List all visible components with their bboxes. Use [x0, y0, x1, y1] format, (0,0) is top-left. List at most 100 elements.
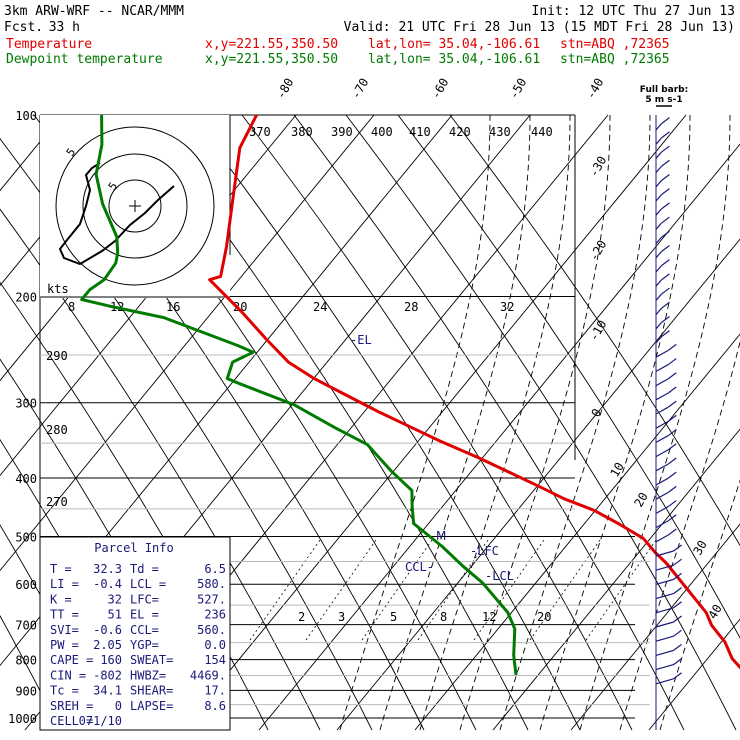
- mixing-ratio-line: [473, 539, 545, 641]
- isotherm-label: -80: [273, 76, 296, 102]
- theta-side-label: 290: [46, 349, 68, 363]
- wind-barb: [655, 658, 682, 671]
- parcel-info-cell: T =: [50, 562, 72, 576]
- mixing-ratio-line: [305, 539, 377, 641]
- parcel-info-cell: SWEAT=: [130, 653, 173, 667]
- parcel-info-panel: Parcel Info T = 32.3 Td = 6.5 LI = -0.4 LCL = 5…: [39, 536, 231, 731]
- wind-barb-key-title: Full barb:: [640, 85, 688, 95]
- hodograph-ring-inner: [108, 179, 162, 233]
- isotherm-label: -70: [348, 76, 371, 102]
- parcel-info-cell: TT =: [50, 608, 79, 622]
- wind-barb: [655, 117, 670, 131]
- isotherm-label: 20: [631, 490, 650, 510]
- mixing-ratio-line: [249, 539, 321, 641]
- parcel-info-cell: 0.0: [204, 638, 226, 652]
- pressure-tick-label: 300: [15, 397, 37, 411]
- pressure-tick-label: 800: [15, 654, 37, 668]
- dry-adiabat: [345, 114, 737, 731]
- parcel-info-cell: LCL =: [130, 577, 166, 591]
- wind-barb: [655, 343, 677, 358]
- wind-barb: [655, 500, 677, 514]
- el-label: -EL: [350, 333, 372, 347]
- isotherm-label: -20: [586, 238, 609, 264]
- pressure-tick-label: 1000: [8, 712, 37, 726]
- mixing-ratio-label: 5: [390, 610, 397, 624]
- wind-barb: [655, 544, 682, 557]
- wind-barbs: [655, 117, 682, 685]
- mixing-ratio-line: [361, 539, 433, 641]
- parcel-info-cell: HWBZ=: [130, 668, 166, 682]
- isotherm-line: [180, 114, 687, 731]
- theta-label: 440: [531, 125, 553, 139]
- isotherm-line: [570, 523, 740, 731]
- parcel-info-cell: 160: [100, 653, 122, 667]
- init-time: Init: 12 UTC Thu 27 Jun 13: [532, 4, 736, 19]
- wind-barb: [655, 273, 670, 287]
- isotherm-label: 10: [607, 460, 626, 480]
- wind-barb: [655, 672, 682, 685]
- hodograph-trace: [58, 162, 175, 266]
- lfc-label: -LFC: [470, 544, 499, 558]
- lcl-label: -LCL: [485, 569, 514, 583]
- isotherm-label: -10: [586, 318, 609, 344]
- wind-barb: [655, 386, 677, 401]
- wind-barb: [655, 572, 682, 585]
- parcel-info-cell: K =: [50, 592, 72, 606]
- dewpoint-xy: x,y=221.55,350.50: [205, 52, 338, 67]
- mixing-ratio-lines: [249, 539, 657, 641]
- mixing-ratio-label: 2: [298, 610, 305, 624]
- wind-barb: [655, 587, 682, 600]
- wind-barb: [655, 188, 670, 202]
- wind-barb: [655, 216, 670, 230]
- wind-barb: [655, 485, 677, 500]
- wind-barb: [655, 558, 682, 571]
- wind-barb: [655, 330, 670, 344]
- wind-barb: [655, 643, 682, 656]
- parcel-marker: M: [436, 529, 446, 543]
- wind-barb: [655, 615, 682, 628]
- parcel-info-cell: 17.: [204, 684, 226, 698]
- isotherm-line: [336, 238, 740, 731]
- hodograph-ring-mid: [82, 153, 188, 259]
- wind-barb: [655, 287, 670, 301]
- wind-barb: [655, 244, 670, 259]
- wind-barb: [655, 457, 677, 472]
- pressure-tick-label: 100: [15, 109, 37, 123]
- mixing-ratio-label: 8: [440, 610, 447, 624]
- theta-label: 400: [371, 125, 393, 139]
- mixing-ratio-line: [529, 539, 601, 641]
- wind-barb: [655, 429, 677, 443]
- wind-barb-key-units: 5 m s-1: [645, 95, 682, 105]
- isotherm-label: -40: [583, 76, 606, 102]
- temperature-trace: [208, 114, 740, 670]
- parcel-info-cell: SVI=: [50, 623, 79, 637]
- parcel-info-cell: LAPSE=: [130, 699, 173, 713]
- isotherm-label: 30: [690, 538, 709, 558]
- wind-barb: [655, 514, 677, 529]
- mixing-ratio-label: 20: [233, 300, 247, 314]
- model-title: 3km ARW-WRF -- NCAR/MMM: [4, 4, 184, 19]
- parcel-info-cell: CAPE =: [50, 653, 93, 667]
- wind-barb: [655, 471, 677, 486]
- parcel-info-rows: T = 32.3 Td = 6.5 LI = -0.4 LCL = 580. K = 32 LFC=…: [50, 562, 226, 728]
- parcel-info-cell: 8.6: [204, 699, 226, 713]
- theta-label: 370: [249, 125, 271, 139]
- parcel-info-cell: LI =: [50, 577, 79, 591]
- wind-barb: [655, 202, 670, 216]
- parcel-info-cell: SHEAR=: [130, 684, 173, 698]
- pressure-tick-label: 500: [15, 530, 37, 544]
- parcel-info-cell: SREH =: [50, 699, 93, 713]
- mixing-ratio-label: 12: [482, 610, 496, 624]
- dewpoint-trace: [80, 114, 518, 676]
- parcel-info-cell: PW =: [50, 638, 79, 652]
- parcel-info-cell: 2.05: [93, 638, 122, 652]
- parcel-info-cell: 236: [204, 608, 226, 622]
- wind-barb: [655, 528, 677, 543]
- isotherm-label: -60: [428, 76, 451, 102]
- temperature-xy: x,y=221.55,350.50: [205, 37, 338, 52]
- wind-barb: [655, 443, 677, 458]
- parcel-info-cell: 580.: [197, 577, 226, 591]
- moist-adiabat: [659, 479, 740, 731]
- hodograph-ring-outer: [55, 126, 215, 286]
